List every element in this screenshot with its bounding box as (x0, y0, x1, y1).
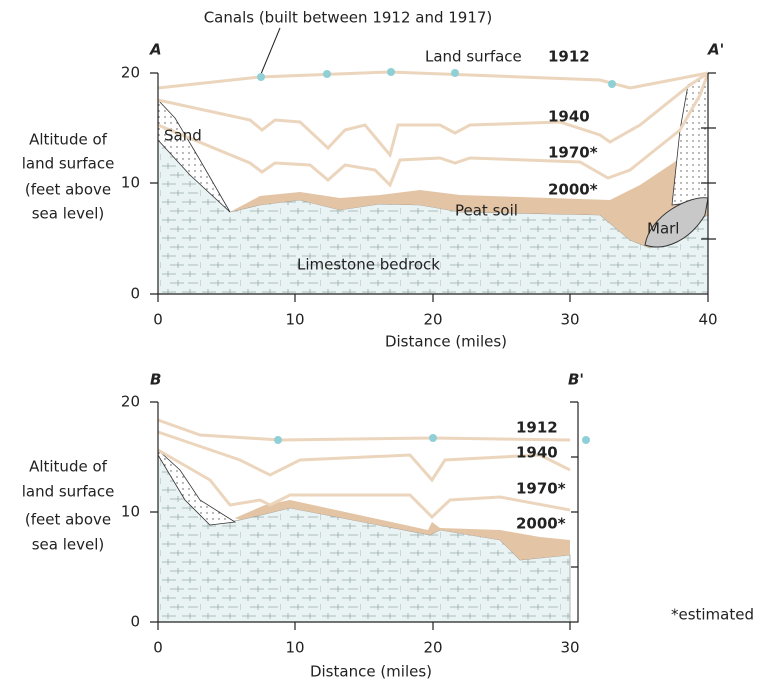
y-axis-label: (feet above (25, 181, 111, 199)
x-tick: 30 (560, 639, 579, 657)
year-label: 1970* (548, 144, 598, 162)
y-tick: 10 (121, 503, 140, 521)
x-axis-label: Distance (miles) (385, 333, 507, 351)
x-tick: 20 (423, 311, 442, 329)
panel-a: A A' 20 10 0 0 10 20 30 40 Distance (mil… (22, 41, 725, 351)
canal (257, 73, 265, 81)
y-tick: 20 (121, 393, 140, 411)
end-label: A' (707, 41, 724, 59)
y-tick: 20 (121, 64, 140, 82)
canal (429, 434, 437, 442)
x-tick: 20 (423, 639, 442, 657)
y-axis-label: sea level) (32, 536, 105, 554)
surface-1912 (157, 418, 571, 442)
canal (387, 68, 395, 76)
y-axis-label: land surface (22, 483, 115, 501)
y-axis-label: sea level) (32, 205, 105, 223)
surface-1970 (157, 448, 571, 520)
region-label: Land surface (425, 48, 522, 66)
sand (157, 449, 237, 526)
y-tick: 10 (121, 174, 140, 192)
canal (323, 70, 331, 78)
peat (235, 500, 570, 560)
y-axis-label: Altitude of (29, 458, 108, 476)
x-tick: 40 (698, 311, 717, 329)
region-label: Sand (164, 127, 202, 145)
x-tick: 10 (285, 639, 304, 657)
canal (451, 69, 459, 77)
panel-b: B B' 20 10 0 0 10 20 30 Distance (miles)… (22, 371, 590, 681)
start-label: A (149, 41, 162, 59)
region-label: Limestone bedrock (297, 256, 440, 274)
annotation: Canals (built between 1912 and 1917) (204, 9, 493, 27)
leader (260, 27, 281, 75)
y-axis-label: Altitude of (29, 131, 108, 149)
y-tick: 0 (130, 285, 140, 303)
region-label: Peat soil (455, 202, 518, 220)
year-label: 2000* (548, 181, 598, 199)
axes (150, 72, 716, 302)
region-label: Marl (647, 220, 679, 238)
canal (274, 436, 282, 444)
x-tick: 30 (560, 311, 579, 329)
end-label: B' (568, 371, 584, 389)
year-label: 1940 (516, 444, 558, 462)
year-label: 1912 (548, 48, 590, 66)
canal (608, 80, 616, 88)
surface-1940 (157, 430, 571, 483)
canal (582, 436, 590, 444)
x-axis-label: Distance (miles) (310, 663, 432, 681)
footnote: *estimated (671, 606, 754, 624)
y-tick: 0 (130, 613, 140, 631)
sand-right (671, 72, 709, 206)
surface-1912 (157, 70, 709, 90)
x-tick: 10 (285, 311, 304, 329)
x-tick: 0 (153, 639, 163, 657)
year-label: 1912 (516, 419, 558, 437)
year-label: 1940 (548, 108, 590, 126)
axes (150, 401, 579, 630)
surface-1970 (157, 72, 710, 188)
year-label: 1970* (516, 480, 566, 498)
x-tick: 0 (153, 311, 163, 329)
y-axis-label: (feet above (25, 511, 111, 529)
start-label: B (150, 371, 161, 389)
y-axis-label: land surface (22, 155, 115, 173)
year-label: 2000* (516, 515, 566, 533)
surface-1940 (157, 71, 709, 159)
